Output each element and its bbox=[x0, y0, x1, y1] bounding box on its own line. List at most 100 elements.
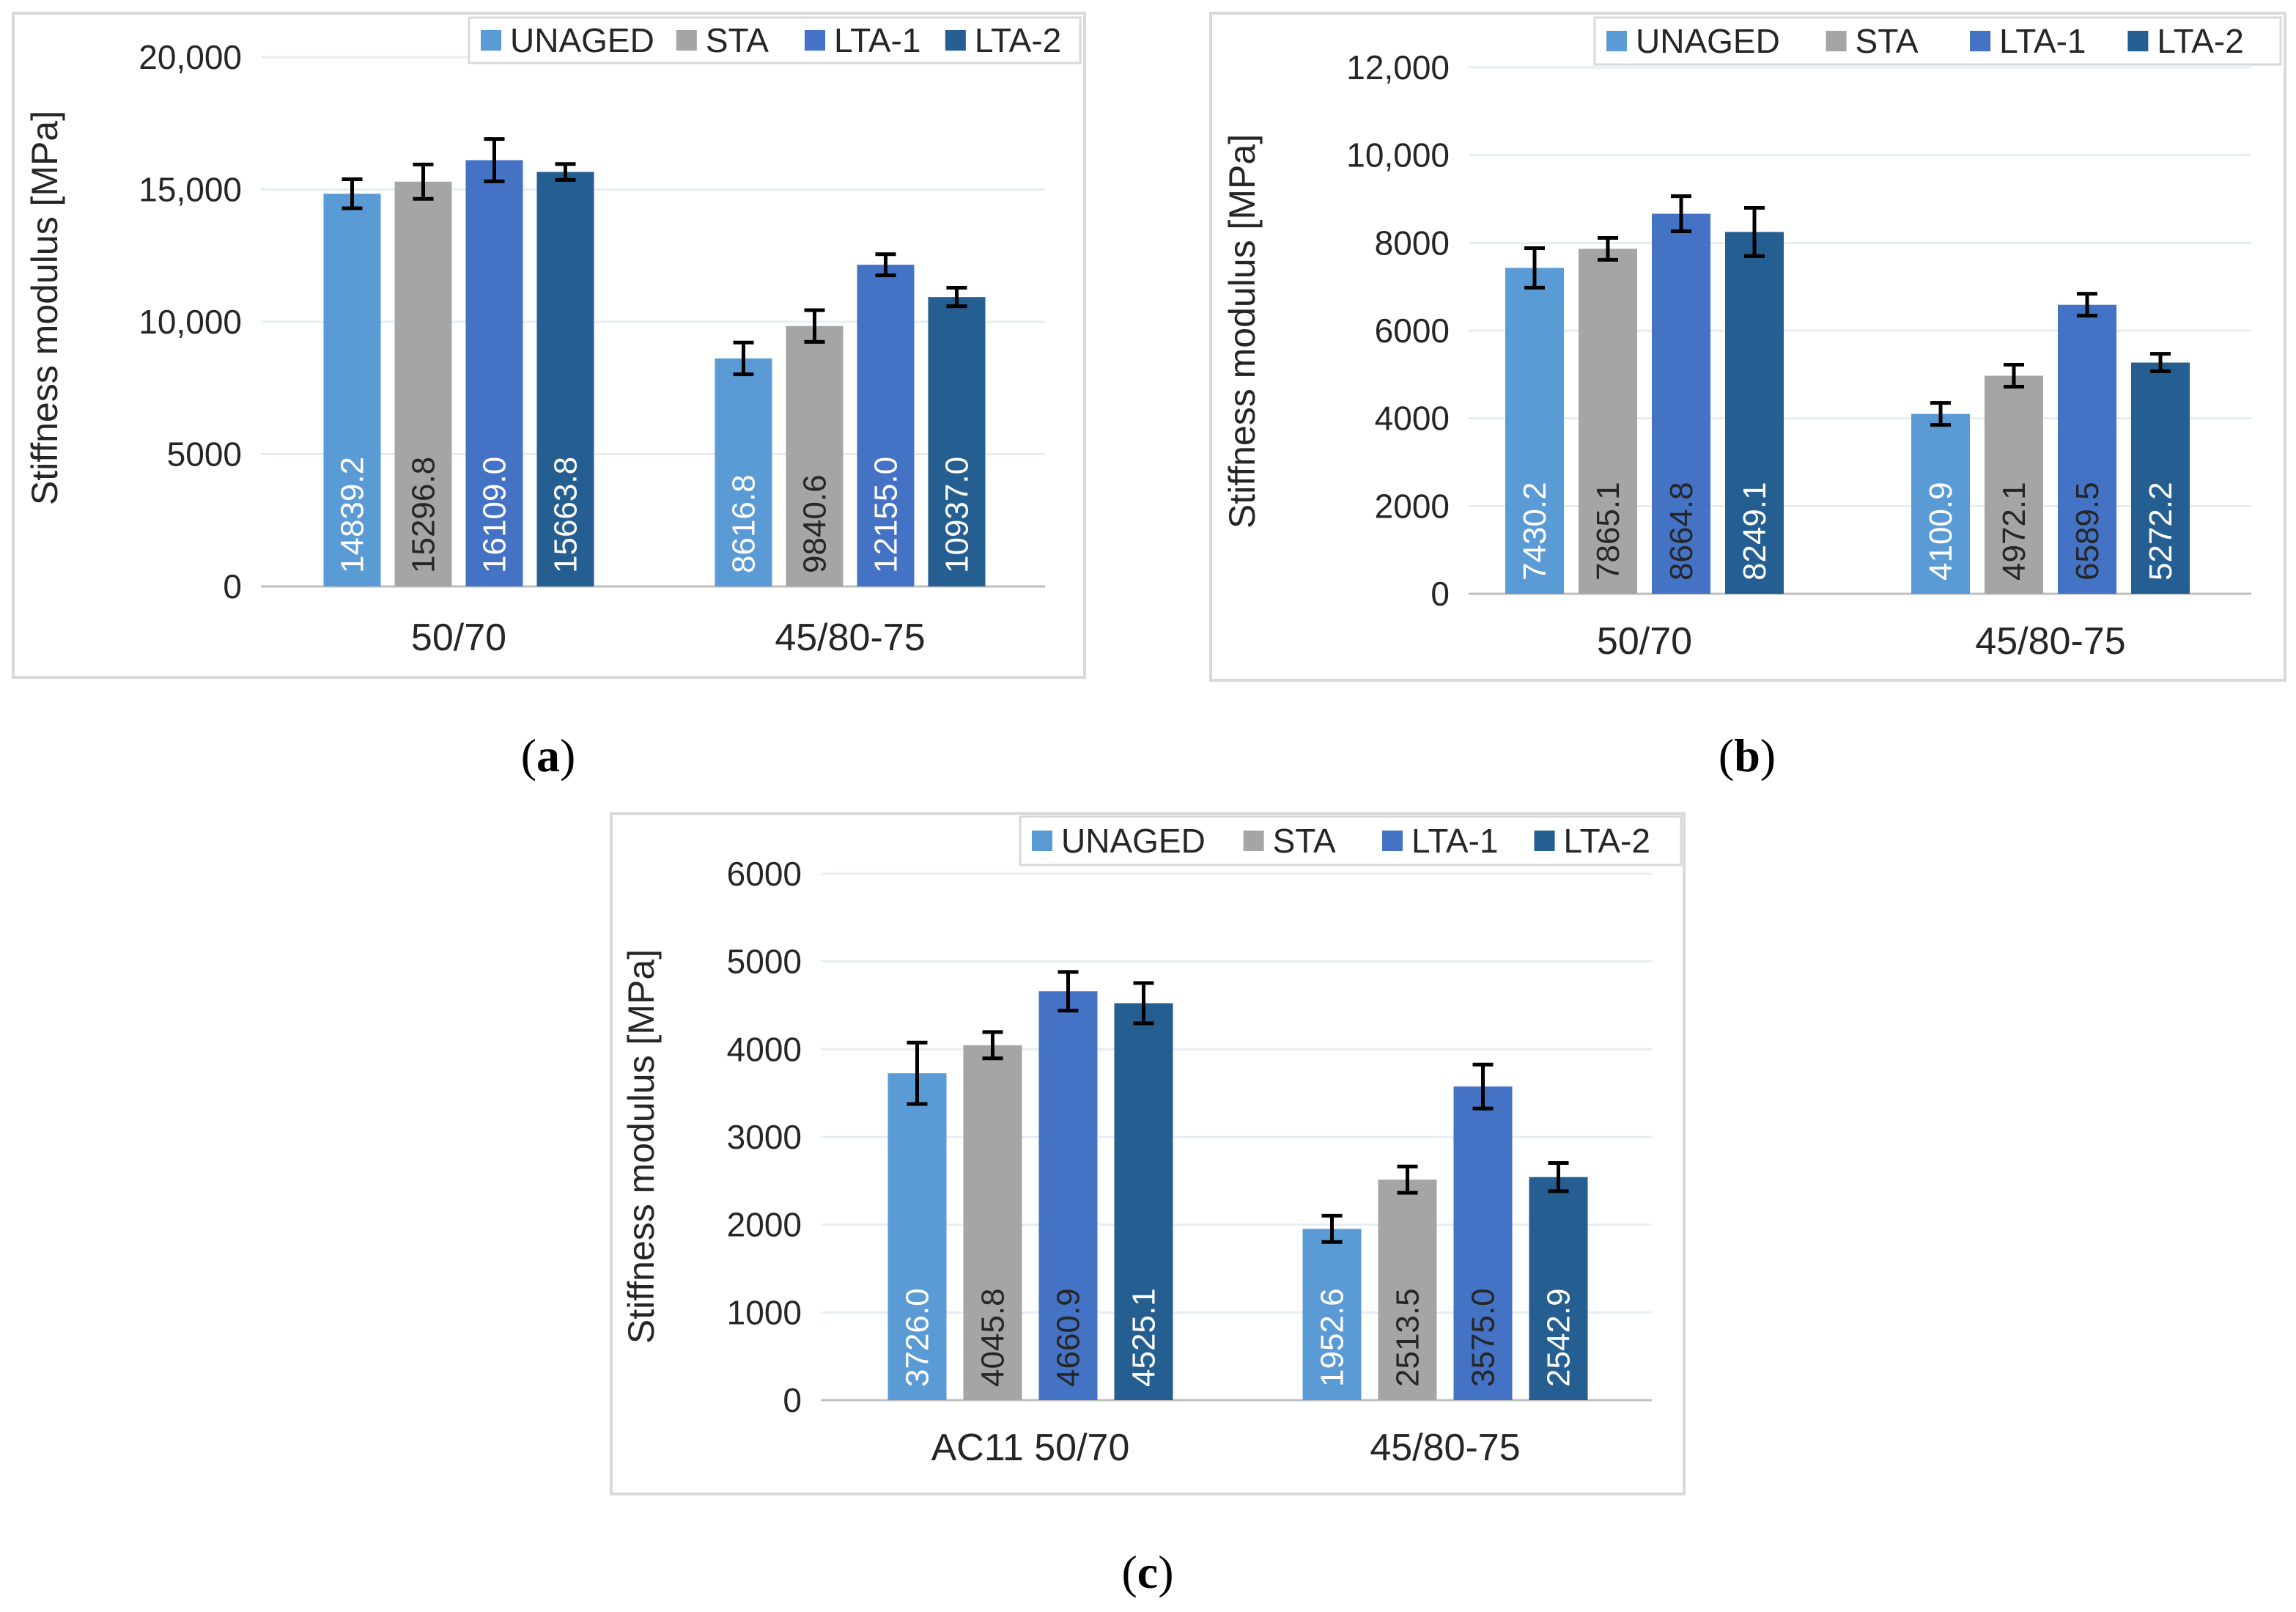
y-tick-label: 10,000 bbox=[139, 303, 242, 341]
bar bbox=[465, 160, 523, 587]
data-label: 15296.8 bbox=[406, 457, 442, 573]
legend-swatch bbox=[481, 30, 501, 51]
legend-label: STA bbox=[706, 21, 769, 59]
legend-box bbox=[1593, 16, 2282, 66]
legend-swatch bbox=[1243, 831, 1264, 851]
y-tick-label: 6000 bbox=[727, 855, 802, 893]
y-tick-label: 0 bbox=[1431, 575, 1450, 613]
data-label: 15663.8 bbox=[548, 457, 584, 573]
chart-panel-a: 0 5000 10,000 15,000 20,000 Stiffness modulus… bbox=[12, 12, 1086, 679]
y-tick-label: 3000 bbox=[727, 1118, 802, 1156]
caption-paren-open: ( bbox=[1121, 1546, 1137, 1598]
bar bbox=[1378, 1179, 1437, 1400]
caption-paren-close: ) bbox=[560, 729, 575, 781]
data-label: 7865.1 bbox=[1590, 482, 1626, 581]
y-tick-label: 5000 bbox=[167, 435, 242, 474]
data-label: 12155.0 bbox=[868, 457, 904, 573]
legend-swatch bbox=[805, 30, 826, 51]
data-label: 6589.5 bbox=[2070, 482, 2105, 581]
category-label: 45/80-75 bbox=[1370, 1427, 1520, 1469]
bar bbox=[857, 265, 915, 586]
bar bbox=[1302, 1229, 1362, 1400]
legend-label: LTA-2 bbox=[2157, 22, 2243, 60]
bar bbox=[715, 358, 772, 586]
data-label: 5272.2 bbox=[2143, 482, 2179, 581]
y-tick-label: 8000 bbox=[1375, 224, 1450, 262]
chart-panel-b: 0 2000 4000 6000 8000 10,000 12,000 Stiffness m… bbox=[1209, 12, 2286, 682]
data-label: 9840.6 bbox=[797, 474, 833, 573]
chart-panel-c: 0 1000 2000 3000 4000 5000 6000 Stiffness modul… bbox=[610, 812, 1686, 1495]
category-label: AC11 50/70 bbox=[931, 1427, 1130, 1469]
data-label: 4045.8 bbox=[975, 1288, 1011, 1387]
data-label: 7430.2 bbox=[1517, 482, 1553, 581]
bar bbox=[887, 1073, 947, 1400]
bar bbox=[1038, 991, 1098, 1400]
category-label: 45/80-75 bbox=[775, 617, 925, 659]
legend-swatch bbox=[1606, 31, 1627, 51]
bar bbox=[1911, 413, 1970, 594]
legend-swatch bbox=[676, 30, 697, 51]
legend-label: LTA-1 bbox=[1411, 822, 1498, 860]
bar bbox=[1453, 1086, 1513, 1400]
data-label: 3726.0 bbox=[900, 1288, 936, 1387]
legend-swatch bbox=[1382, 831, 1403, 851]
y-tick-label: 6000 bbox=[1375, 312, 1450, 350]
legend-label: LTA-2 bbox=[975, 21, 1061, 59]
y-tick-label: 2000 bbox=[727, 1206, 802, 1244]
caption-letter: a bbox=[536, 729, 560, 781]
bar bbox=[1985, 375, 2043, 594]
data-label: 4100.9 bbox=[1923, 482, 1959, 581]
data-label: 14839.2 bbox=[335, 457, 371, 573]
caption-paren-open: ( bbox=[1719, 729, 1734, 781]
data-label: 1952.6 bbox=[1315, 1288, 1351, 1387]
caption-paren-close: ) bbox=[1760, 729, 1776, 781]
y-tick-label: 0 bbox=[783, 1381, 802, 1419]
data-label: 16109.0 bbox=[477, 457, 513, 573]
legend-label: LTA-1 bbox=[834, 21, 920, 59]
panel-caption: (b) bbox=[1719, 729, 1776, 781]
bar bbox=[323, 194, 381, 586]
bar bbox=[1725, 232, 1784, 594]
category-label: 45/80-75 bbox=[1975, 620, 2125, 663]
y-tick-label: 1000 bbox=[727, 1293, 802, 1331]
caption-paren-close: ) bbox=[1158, 1546, 1173, 1598]
y-tick-label: 20,000 bbox=[139, 38, 242, 76]
y-axis-title: Stiffness modulus [MPa] bbox=[621, 949, 662, 1344]
legend-swatch bbox=[1534, 831, 1555, 851]
legend-label: STA bbox=[1273, 822, 1336, 860]
bar bbox=[1529, 1177, 1588, 1400]
y-tick-label: 5000 bbox=[727, 943, 802, 981]
data-label: 2513.5 bbox=[1390, 1288, 1426, 1387]
bar bbox=[2058, 304, 2116, 594]
legend-swatch bbox=[2127, 31, 2149, 51]
data-label: 4660.9 bbox=[1051, 1288, 1087, 1387]
y-tick-label: 4000 bbox=[727, 1030, 802, 1068]
panel-caption: (c) bbox=[1121, 1546, 1173, 1598]
legend-box bbox=[1019, 815, 1683, 866]
data-label: 8664.8 bbox=[1664, 482, 1699, 581]
data-label: 4972.1 bbox=[1996, 482, 2032, 581]
bar bbox=[536, 172, 594, 587]
caption-paren-open: ( bbox=[521, 729, 536, 781]
bar bbox=[1505, 268, 1564, 594]
y-tick-label: 4000 bbox=[1375, 400, 1450, 438]
caption-letter: c bbox=[1137, 1546, 1158, 1598]
data-label: 8616.8 bbox=[726, 474, 762, 573]
legend-swatch bbox=[1826, 31, 1847, 51]
legend-label: LTA-1 bbox=[1999, 22, 2086, 60]
y-axis-title: Stiffness modulus [MPa] bbox=[1222, 134, 1263, 529]
legend-swatch bbox=[1032, 831, 1052, 851]
legend-swatch bbox=[1970, 31, 1991, 51]
bar bbox=[1579, 249, 1637, 594]
data-label: 8249.1 bbox=[1737, 482, 1773, 581]
caption-letter: b bbox=[1734, 729, 1760, 781]
data-label: 3575.0 bbox=[1466, 1288, 1502, 1387]
legend-label: UNAGED bbox=[510, 21, 654, 59]
y-axis-title: Stiffness modulus [MPa] bbox=[24, 111, 65, 505]
bar bbox=[1652, 213, 1710, 594]
legend-box bbox=[468, 16, 1082, 65]
y-tick-label: 2000 bbox=[1375, 487, 1450, 525]
y-tick-label: 15,000 bbox=[139, 171, 242, 209]
bar bbox=[963, 1045, 1022, 1400]
